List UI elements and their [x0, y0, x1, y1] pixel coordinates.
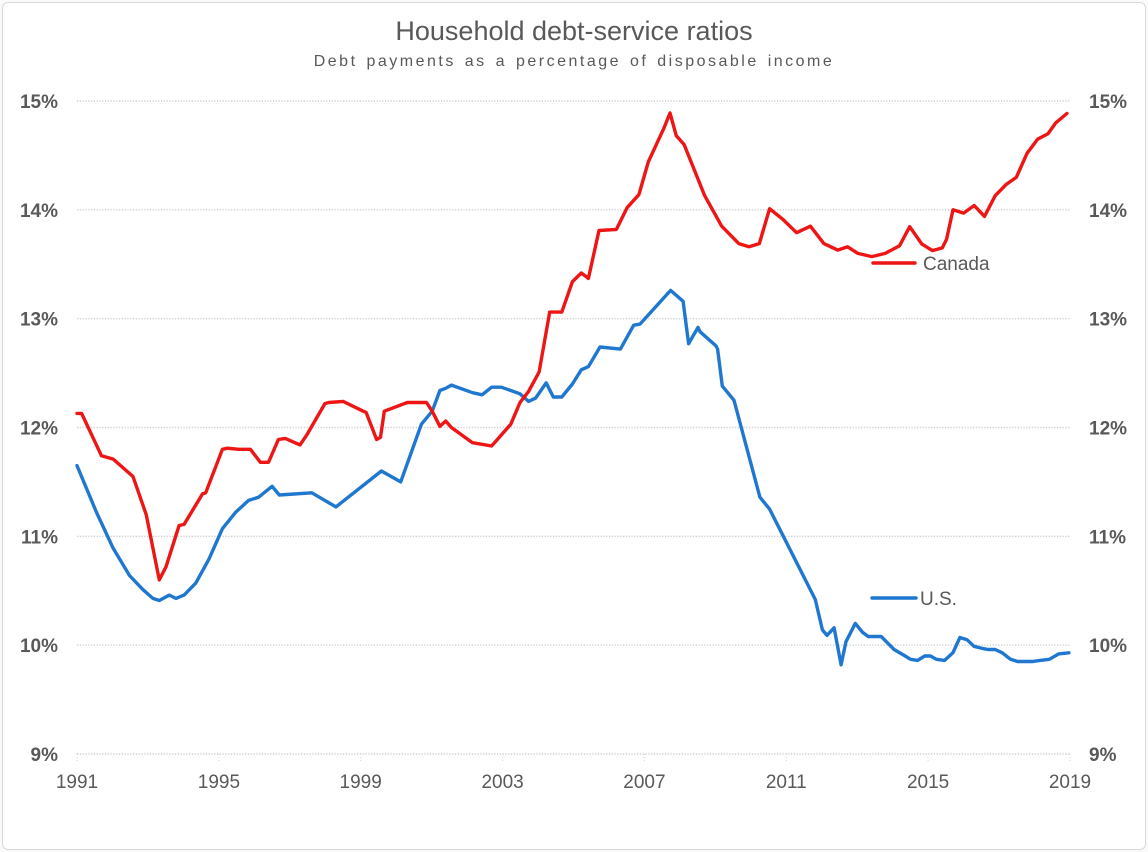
- svg-text:9%: 9%: [31, 745, 59, 766]
- svg-text:15%: 15%: [20, 92, 58, 113]
- svg-text:12%: 12%: [1089, 419, 1127, 440]
- svg-text:U.S.: U.S.: [920, 589, 957, 610]
- svg-text:11%: 11%: [21, 527, 58, 548]
- svg-text:1999: 1999: [340, 772, 382, 793]
- svg-text:15%: 15%: [1089, 92, 1127, 113]
- svg-text:1991: 1991: [56, 772, 98, 793]
- svg-text:2007: 2007: [623, 772, 665, 793]
- svg-text:12%: 12%: [20, 419, 58, 440]
- svg-text:13%: 13%: [1089, 310, 1127, 331]
- svg-text:9%: 9%: [1089, 745, 1117, 766]
- svg-text:2019: 2019: [1049, 772, 1091, 793]
- svg-text:1995: 1995: [198, 772, 240, 793]
- svg-text:10%: 10%: [20, 636, 58, 657]
- svg-text:10%: 10%: [1089, 636, 1127, 657]
- svg-text:14%: 14%: [1089, 201, 1127, 222]
- svg-text:2011: 2011: [766, 772, 807, 793]
- svg-text:Canada: Canada: [923, 254, 990, 275]
- svg-text:2015: 2015: [907, 772, 949, 793]
- svg-text:2003: 2003: [481, 772, 523, 793]
- svg-text:11%: 11%: [1089, 527, 1126, 548]
- svg-text:14%: 14%: [20, 201, 58, 222]
- svg-text:13%: 13%: [20, 310, 58, 331]
